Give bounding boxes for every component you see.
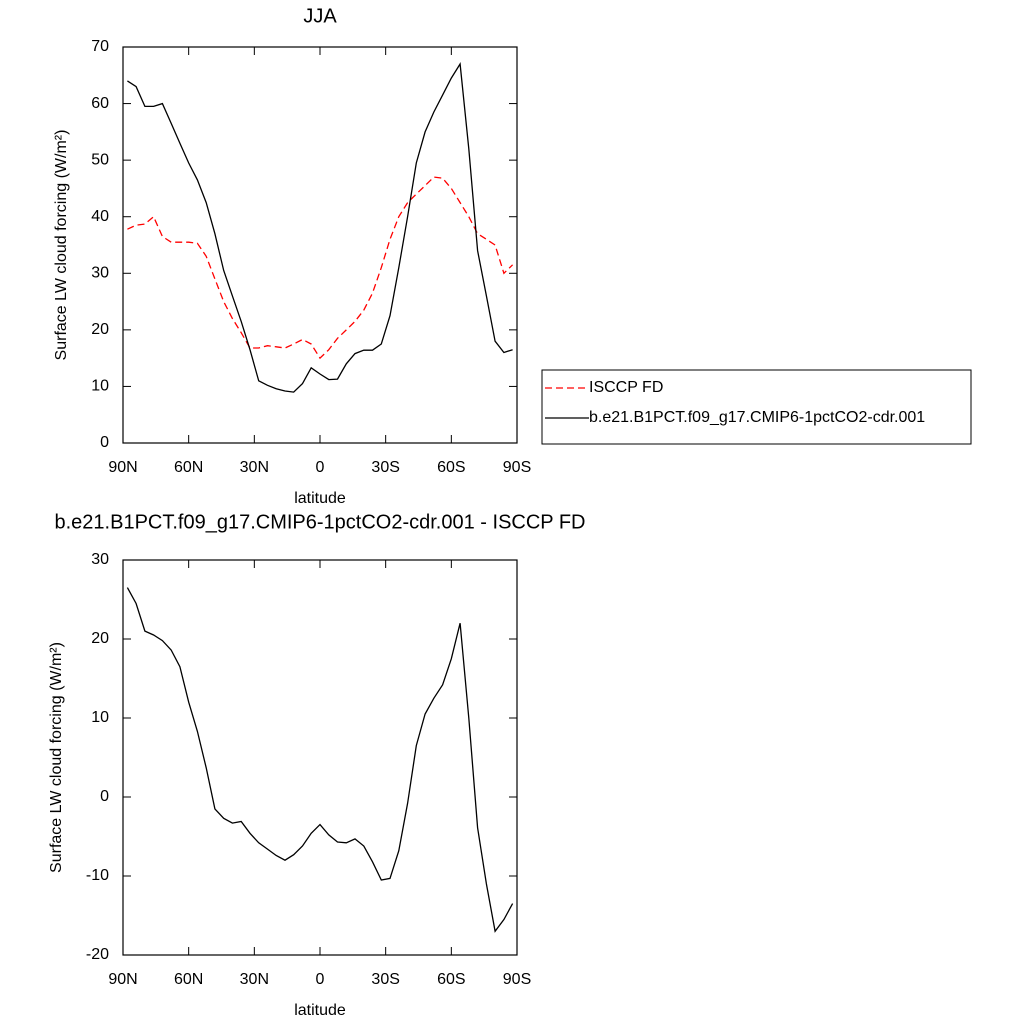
- x-tick-label: 90N: [108, 971, 137, 988]
- y-tick-label: -20: [86, 946, 109, 963]
- y-tick-label: -10: [86, 867, 109, 884]
- x-tick-label: 60N: [174, 971, 203, 988]
- y-tick-label: 0: [100, 434, 109, 451]
- x-tick-label: 30S: [371, 459, 399, 476]
- plot-frame: [122, 46, 518, 444]
- x-axis-label: latitude: [294, 490, 346, 507]
- y-axis-label: Surface LW cloud forcing (W/m²): [53, 130, 70, 361]
- legend-label: ISCCP FD: [589, 379, 663, 396]
- y-tick-label: 30: [91, 551, 109, 568]
- x-tick-label: 0: [316, 459, 325, 476]
- y-tick-label: 70: [91, 38, 109, 55]
- y-tick-label: 60: [91, 95, 109, 112]
- x-tick-label: 60S: [437, 971, 465, 988]
- y-tick-label: 30: [91, 265, 109, 282]
- x-tick-label: 90N: [108, 459, 137, 476]
- x-tick-label: 0: [316, 971, 325, 988]
- x-tick-label: 60S: [437, 459, 465, 476]
- legend-box: [541, 369, 972, 445]
- y-tick-label: 20: [91, 630, 109, 647]
- x-tick-label: 90S: [503, 459, 531, 476]
- y-axis-label: Surface LW cloud forcing (W/m²): [48, 642, 65, 873]
- x-axis-label: latitude: [294, 1002, 346, 1019]
- plot-frame: [122, 559, 518, 956]
- x-tick-label: 60N: [174, 459, 203, 476]
- x-tick-label: 90S: [503, 971, 531, 988]
- y-tick-label: 50: [91, 151, 109, 168]
- y-tick-label: 40: [91, 208, 109, 225]
- x-tick-label: 30N: [240, 971, 269, 988]
- legend-label: b.e21.B1PCT.f09_g17.CMIP6-1pctCO2-cdr.00…: [589, 409, 925, 426]
- x-tick-label: 30N: [240, 459, 269, 476]
- y-tick-label: 0: [100, 788, 109, 805]
- data-line: [127, 62, 513, 393]
- chart-title: b.e21.B1PCT.f09_g17.CMIP6-1pctCO2-cdr.00…: [55, 511, 586, 533]
- y-tick-label: 10: [91, 378, 109, 395]
- x-tick-label: 30S: [371, 971, 399, 988]
- y-tick-label: 20: [91, 321, 109, 338]
- data-line: [127, 176, 514, 360]
- y-tick-label: 10: [91, 709, 109, 726]
- chart-title: JJA: [303, 5, 337, 27]
- data-line: [126, 587, 514, 933]
